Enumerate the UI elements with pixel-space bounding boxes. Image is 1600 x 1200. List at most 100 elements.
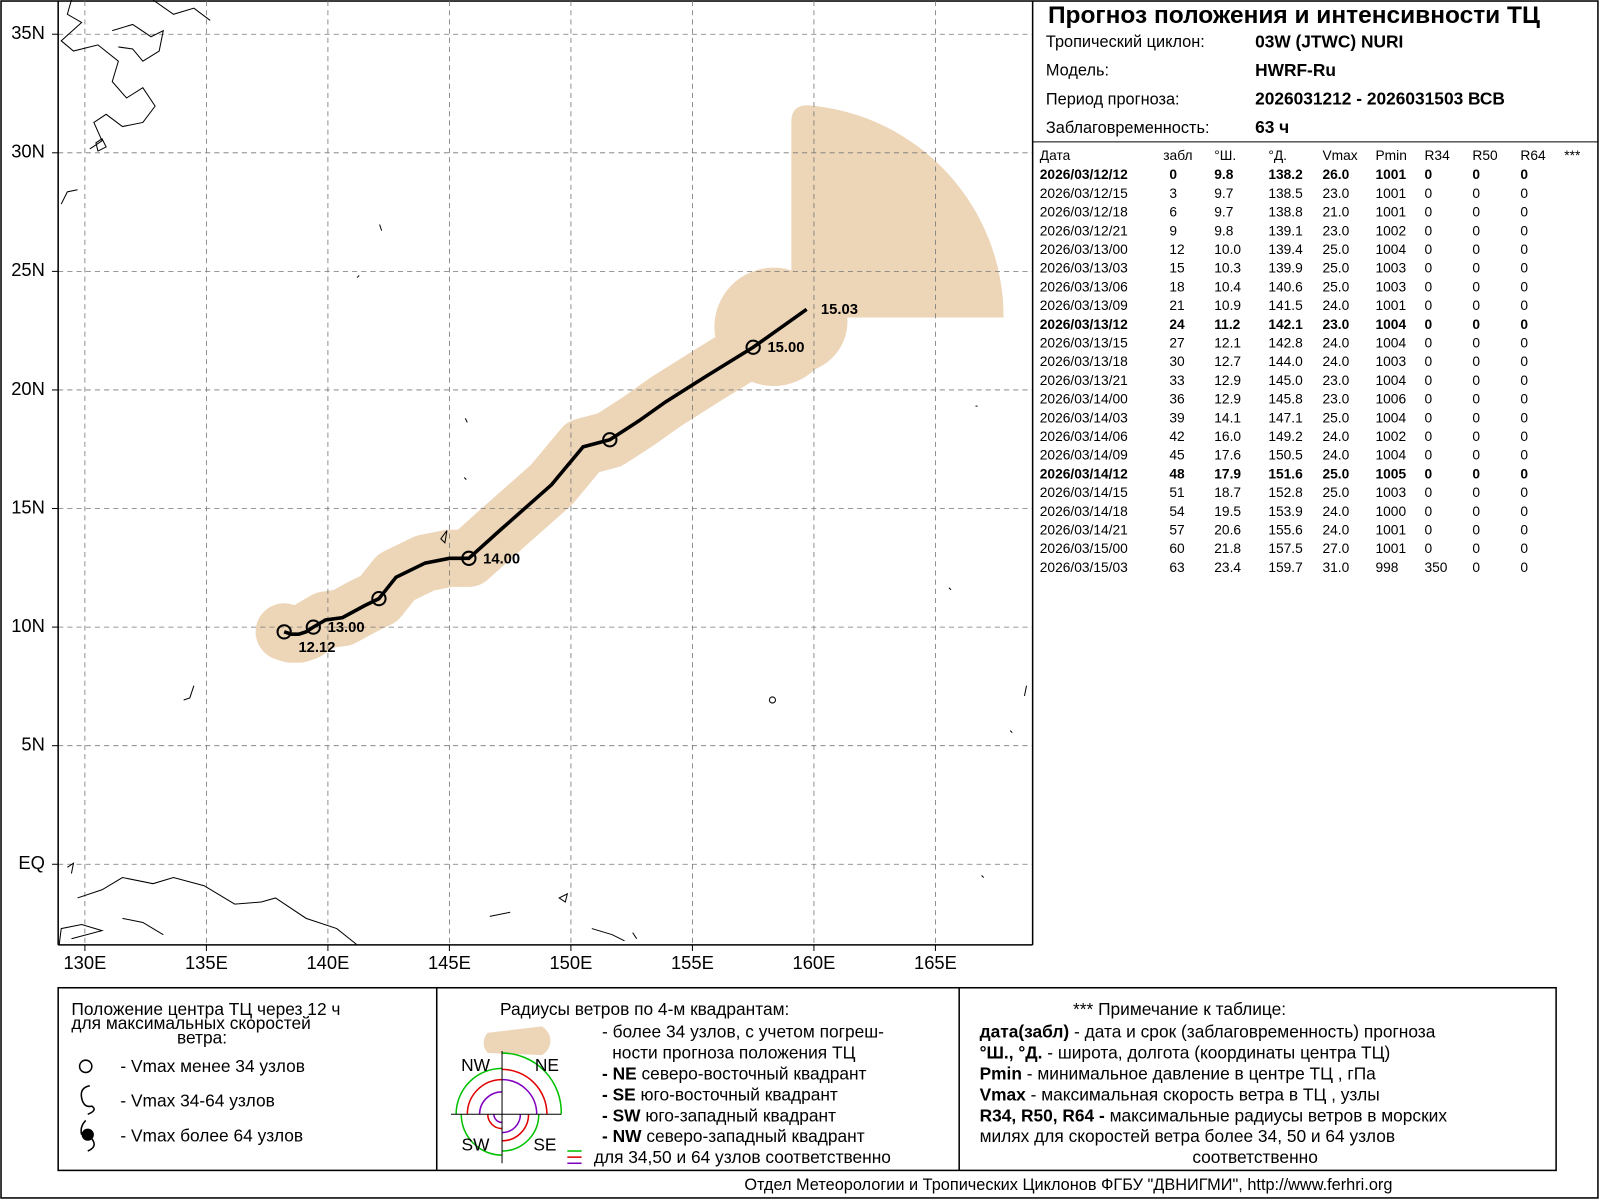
table-cell: 2026/03/13/18 <box>1040 354 1128 369</box>
table-cell: 24.0 <box>1322 354 1349 369</box>
table-cell: 27 <box>1169 335 1184 350</box>
point-label: 15.03 <box>821 302 858 318</box>
info-value: 2026031212 - 2026031503 ВСВ <box>1255 89 1505 109</box>
note-text: максимальные радиусы ветров в морских <box>1105 1105 1448 1125</box>
table-cell: 10.9 <box>1214 298 1241 313</box>
table-cell: 1001 <box>1375 523 1406 538</box>
panel-title: Прогноз положения и интенсивности ТЦ <box>1048 2 1540 29</box>
table-cell: 2026/03/15/03 <box>1040 560 1128 575</box>
table-cell: 2026/03/12/15 <box>1040 186 1128 201</box>
table-cell: 10.0 <box>1214 242 1241 257</box>
table-cell: 150.5 <box>1268 448 1303 463</box>
table-cell: 0 <box>1472 279 1480 294</box>
table-cell: 16.0 <box>1214 429 1241 444</box>
table-cell: 1004 <box>1375 410 1406 425</box>
table-cell: 1002 <box>1375 429 1406 444</box>
table-cell: 0 <box>1424 167 1432 182</box>
grid <box>58 1 1033 945</box>
point-label: 15.00 <box>767 340 804 356</box>
legend-title: *** Примечание к таблице: <box>1073 999 1286 1019</box>
table-cell: 15 <box>1169 261 1185 276</box>
legend-line: - NW северо-западный квадрант <box>602 1126 865 1146</box>
legend-title: Радиусы ветров по 4-м квадрантам: <box>500 999 789 1019</box>
table-cell: 14.1 <box>1214 410 1241 425</box>
legend-title: Положение центра ТЦ через 12 ч <box>71 999 340 1019</box>
table-cell: 9.7 <box>1214 205 1233 220</box>
table-cell: 142.1 <box>1268 317 1303 332</box>
table-cell: 998 <box>1375 560 1398 575</box>
info-label: Модель: <box>1046 62 1109 80</box>
legend-line: ности прогноза положения ТЦ <box>612 1042 855 1062</box>
table-header: Pmin <box>1375 148 1406 163</box>
legend-item: - Vmax более 64 узлов <box>120 1125 303 1145</box>
table-cell: 23.0 <box>1322 223 1349 238</box>
table-cell: 0 <box>1520 335 1528 350</box>
table-cell: 0 <box>1520 429 1528 444</box>
table-cell: 0 <box>1520 167 1528 182</box>
legend-text: ности прогноза положения ТЦ <box>612 1042 855 1062</box>
table-header: *** <box>1564 148 1581 163</box>
table-cell: 0 <box>1472 298 1480 313</box>
table-cell: 2026/03/14/15 <box>1040 485 1128 500</box>
table-cell: 2026/03/13/09 <box>1040 298 1128 313</box>
table-cell: 23.0 <box>1322 392 1349 407</box>
table-cell: 1004 <box>1375 317 1406 332</box>
table-cell: 1006 <box>1375 392 1406 407</box>
table-cell: 0 <box>1424 298 1432 313</box>
table-cell: 17.9 <box>1214 466 1241 481</box>
quadrant-label: NW <box>461 1055 491 1075</box>
table-header: R50 <box>1472 148 1498 163</box>
y-tick-label: 25N <box>11 259 45 280</box>
table-cell: 27.0 <box>1322 541 1349 556</box>
legend-symbol <box>80 1084 95 1115</box>
table-cell: 0 <box>1424 392 1432 407</box>
table-cell: 0 <box>1472 541 1480 556</box>
legend-cone <box>483 1026 551 1056</box>
table-cell: 51 <box>1169 485 1184 500</box>
table-cell: 2026/03/14/21 <box>1040 523 1128 538</box>
table-cell: 155.6 <box>1268 523 1303 538</box>
table-cell: 1003 <box>1375 354 1406 369</box>
table-cell: 0 <box>1520 541 1528 556</box>
table-header: °Ш. <box>1214 148 1236 163</box>
track-point <box>276 624 292 640</box>
table-cell: 19.5 <box>1214 504 1241 519</box>
legend-symbol <box>80 1119 95 1152</box>
table-cell: 21.0 <box>1322 205 1349 220</box>
info-label: Заблаговременность: <box>1046 119 1210 137</box>
table-cell: 138.5 <box>1268 186 1303 201</box>
table-cell: 139.1 <box>1268 223 1302 238</box>
table-cell: 0 <box>1472 523 1480 538</box>
table-cell: 0 <box>1424 279 1432 294</box>
table-cell: 20.6 <box>1214 523 1241 538</box>
table-cell: 145.0 <box>1268 373 1303 388</box>
track-point <box>602 432 618 448</box>
table-cell: 141.5 <box>1268 298 1303 313</box>
legend-item: - Vmax менее 34 узлов <box>120 1056 305 1076</box>
table-cell: 1003 <box>1375 485 1406 500</box>
track-point <box>745 339 761 355</box>
legend-quad <box>455 1052 562 1156</box>
table-cell: 2026/03/13/15 <box>1040 335 1128 350</box>
table-header: °Д. <box>1268 148 1287 163</box>
table-cell: 0 <box>1424 448 1432 463</box>
x-tick-label: 145E <box>428 952 471 973</box>
table-cell: 2026/03/14/18 <box>1040 504 1128 519</box>
legend-text: северо-западный квадрант <box>642 1126 865 1146</box>
table-cell: 0 <box>1472 410 1480 425</box>
legend-box <box>57 986 1557 1172</box>
table-cell: 0 <box>1472 392 1480 407</box>
table-cell: 0 <box>1520 448 1528 463</box>
note-text: - дата и срок (заблаговременность) прогн… <box>1069 1021 1436 1041</box>
legend-term: - NE <box>602 1063 637 1083</box>
table-cell: 1005 <box>1375 466 1406 481</box>
quadrant-label: SE <box>533 1134 556 1154</box>
legend-text: юго-западный квадрант <box>641 1105 837 1125</box>
track-point <box>461 550 477 566</box>
table-cell: 18.7 <box>1214 485 1241 500</box>
table-cell: 0 <box>1424 335 1432 350</box>
table-cell: 21 <box>1169 298 1184 313</box>
table-cell: 0 <box>1520 354 1528 369</box>
table-cell: 25.0 <box>1322 279 1349 294</box>
